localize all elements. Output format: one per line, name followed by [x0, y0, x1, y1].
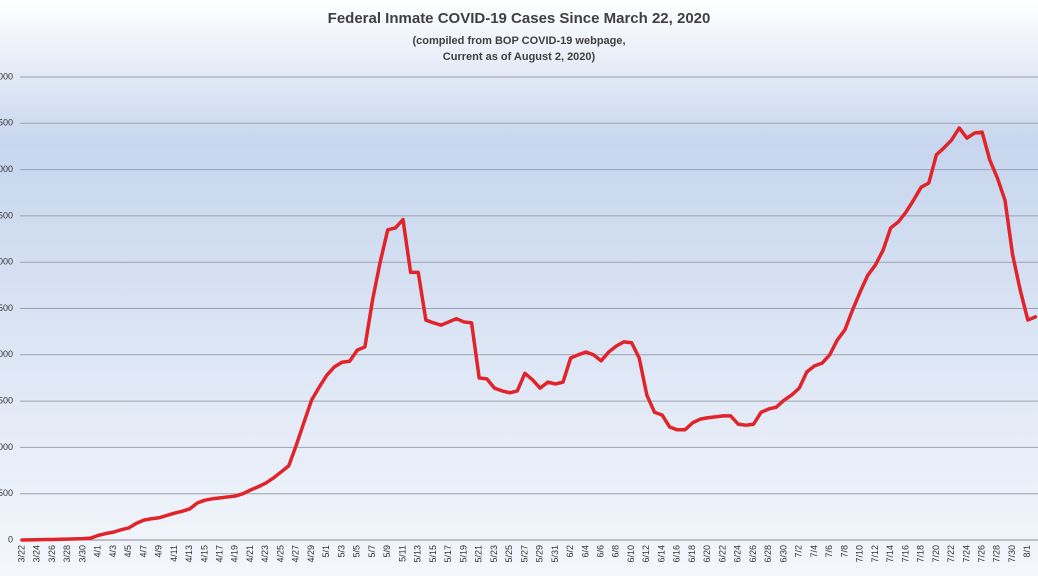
- x-tick-label: 4/27: [291, 545, 301, 563]
- x-tick-label: 6/10: [626, 545, 636, 563]
- y-tick-label: 3500: [0, 210, 13, 220]
- x-tick-label: 7/16: [900, 545, 910, 563]
- x-tick-label: 7/8: [839, 545, 849, 558]
- x-tick-label: 6/16: [672, 545, 682, 563]
- y-tick-label: 4500: [0, 118, 13, 128]
- x-tick-label: 4/19: [230, 545, 240, 563]
- x-tick-label: 7/18: [916, 545, 926, 563]
- x-tick-label: 5/25: [504, 545, 514, 563]
- x-tick-label: 5/5: [352, 545, 362, 558]
- x-tick-label: 4/15: [199, 545, 209, 563]
- x-tick-label: 5/31: [550, 545, 560, 563]
- x-tick-label: 4/21: [245, 545, 255, 563]
- x-tick-label: 7/24: [961, 545, 971, 563]
- y-tick-label: 1500: [0, 395, 13, 405]
- x-tick-label: 6/28: [763, 545, 773, 563]
- x-tick-label: 7/14: [885, 545, 895, 563]
- y-tick-label: 1000: [0, 442, 13, 452]
- x-tick-label: 6/12: [641, 545, 651, 563]
- x-tick-label: 6/20: [702, 545, 712, 563]
- x-tick-label: 4/25: [275, 545, 285, 563]
- x-tick-label: 4/17: [214, 545, 224, 563]
- x-tick-label: 3/30: [77, 545, 87, 563]
- x-tick-label: 6/2: [565, 545, 575, 558]
- x-tick-label: 6/8: [611, 545, 621, 558]
- x-tick-label: 8/1: [1022, 545, 1032, 558]
- x-tick-label: 6/4: [580, 545, 590, 558]
- x-tick-label: 4/1: [93, 545, 103, 558]
- y-tick-label: 0: [8, 534, 13, 544]
- x-tick-label: 6/14: [656, 545, 666, 563]
- x-tick-label: 4/13: [184, 545, 194, 563]
- x-tick-label: 4/11: [169, 545, 179, 562]
- x-tick-label: 3/26: [47, 545, 57, 563]
- x-tick-label: 5/15: [428, 545, 438, 563]
- x-tick-label: 7/6: [824, 545, 834, 558]
- y-tick-label: 4000: [0, 164, 13, 174]
- x-tick-label: 7/10: [855, 545, 865, 563]
- x-tick-label: 4/3: [108, 545, 118, 558]
- x-tick-label: 7/30: [1007, 545, 1017, 563]
- x-tick-label: 3/24: [32, 545, 42, 563]
- x-tick-label: 6/22: [717, 545, 727, 563]
- x-tick-label: 7/28: [992, 545, 1002, 563]
- x-tick-label: 5/3: [336, 545, 346, 558]
- x-tick-label: 5/11: [397, 545, 407, 562]
- x-tick-label: 4/29: [306, 545, 316, 563]
- x-tick-label: 7/12: [870, 545, 880, 563]
- y-tick-label: 2000: [0, 349, 13, 359]
- x-tick-label: 7/22: [946, 545, 956, 563]
- x-tick-label: 6/6: [595, 545, 605, 558]
- x-tick-label: 7/26: [976, 545, 986, 563]
- x-tick-label: 5/23: [489, 545, 499, 563]
- x-tick-label: 6/24: [733, 545, 743, 563]
- x-tick-label: 4/7: [138, 545, 148, 558]
- x-tick-label: 3/22: [16, 545, 26, 563]
- x-tick-label: 7/4: [809, 545, 819, 558]
- chart-title: Federal Inmate COVID-19 Cases Since Marc…: [328, 10, 711, 27]
- x-tick-label: 5/7: [367, 545, 377, 558]
- y-tick-label: 2500: [0, 303, 13, 313]
- x-tick-label: 6/26: [748, 545, 758, 563]
- x-tick-label: 5/21: [474, 545, 484, 563]
- x-tick-label: 5/17: [443, 545, 453, 563]
- chart-subtitle: Current as of August 2, 2020): [443, 51, 596, 63]
- x-tick-label: 4/23: [260, 545, 270, 563]
- y-tick-label: 3000: [0, 257, 13, 267]
- y-tick-label: 500: [0, 488, 13, 498]
- x-tick-label: 5/9: [382, 545, 392, 558]
- x-tick-label: 7/20: [931, 545, 941, 563]
- x-tick-label: 3/28: [62, 545, 72, 563]
- x-tick-label: 5/13: [413, 545, 423, 563]
- x-tick-label: 7/2: [794, 545, 804, 558]
- x-tick-label: 5/27: [519, 545, 529, 563]
- x-tick-label: 5/29: [535, 545, 545, 563]
- x-tick-label: 6/18: [687, 545, 697, 563]
- x-tick-label: 5/1: [321, 545, 331, 558]
- x-tick-label: 5/19: [458, 545, 468, 563]
- x-tick-label: 4/5: [123, 545, 133, 558]
- x-tick-label: 4/9: [154, 545, 164, 558]
- x-tick-label: 6/30: [778, 545, 788, 563]
- line-series: [20, 126, 1038, 542]
- chart-subtitle: (compiled from BOP COVID-19 webpage,: [412, 35, 625, 47]
